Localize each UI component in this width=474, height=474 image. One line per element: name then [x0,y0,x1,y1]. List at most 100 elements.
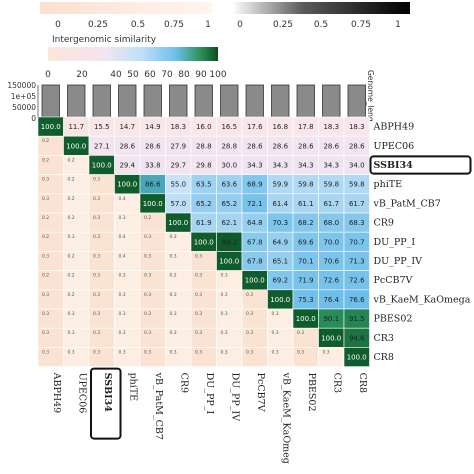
heatmap-cell-label: 61.1 [298,200,314,208]
heatmap-lower-cell-label: 0.3 [119,273,126,279]
heatmap-cell-label: 28.8 [196,142,212,150]
length-axis-tick: 1e+05 [11,92,36,101]
heatmap-cell-label: 17.8 [298,123,314,131]
heatmap-lower-cell-label: 0.2 [68,253,75,259]
heatmap-cell-label: 33.8 [145,162,161,170]
heatmap-cell-label: 14.9 [145,123,161,131]
length-axis-tick: 150000 [7,81,36,90]
heatmap-lower-cell-label: 0.3 [144,330,151,336]
heatmap-lower-cell-label: 0.3 [42,292,49,298]
heatmap-cell-label: 70.3 [272,219,288,227]
row-label: vB_PatM_CB7 [373,198,441,209]
heatmap-lower-cell-label: 0.3 [195,349,202,355]
row-label: DU_PP_IV [374,256,423,267]
length-axis-tick: 50000 [12,103,36,112]
legend-top-right-tick: 0 [237,20,243,30]
heatmap-lower-cell-label: 0.2 [144,215,151,221]
heatmap-lower-cell-label: 0.3 [246,311,253,317]
genome-length-bar [322,84,341,119]
row-label: CR8 [374,352,394,363]
heatmap-lower-cell-label: 0.3 [68,349,75,355]
column-label: SSBI34 [102,373,113,413]
heatmap-lower-cell-label: 0.3 [42,177,49,183]
heatmap-cell-label: 28.6 [247,142,263,150]
heatmap-lower-cell-label: 0.3 [195,330,202,336]
heatmap-lower-cell-label: 0.3 [144,273,151,279]
heatmap-cell-label: 16.8 [272,123,288,131]
heatmap-lower-cell-label: 0.3 [144,311,151,317]
row-label: UPEC06 [374,141,415,152]
genome-length-bar [245,84,264,119]
heatmap-lower-cell-label: 0.3 [323,349,330,355]
heatmap-cell-label: 68.9 [247,181,263,189]
legend-top-left-tick: 0.5 [131,20,145,30]
column-label: CR3 [331,373,342,393]
heatmap-lower-cell-label: 0.3 [42,330,49,336]
legend-top-left-tick: 1 [205,20,211,30]
heatmap-lower-cell-label: 0.3 [170,234,177,240]
heatmap-lower-cell-label: 0.3 [42,253,49,259]
heatmap-lower-cell-label: 0.2 [68,292,75,298]
heatmap-cell-label: 18.3 [349,123,365,131]
legend-similarity-tick: 40 [110,70,122,80]
heatmap-cell-label: 100.0 [245,277,265,285]
heatmap-cell-label: 86.6 [145,181,161,189]
legend-similarity-tick: 0 [45,70,51,80]
legend-similarity-tick: 60 [144,70,156,80]
heatmap-lower-cell-label: 0.3 [272,311,279,317]
heatmap-cell-label: 100.0 [194,238,214,246]
heatmap-cell-label: 70.7 [349,238,365,246]
genome-length-bar [296,84,315,119]
row-label: phiTE [374,179,403,190]
row-label: PBES02 [374,314,413,325]
heatmap-cell-label: 100.0 [296,315,316,323]
heatmap-lower-cell-label: 0.3 [42,196,49,202]
heatmap-lower-cell-label: 0.3 [119,215,126,221]
heatmap-cell-label: 29.7 [170,162,186,170]
heatmap-lower-cell-label: 0.3 [297,349,304,355]
heatmap-cell-label: 100.0 [41,123,61,131]
legend-top-left-tick: 0 [55,20,61,30]
genome-length-bars [41,84,366,119]
heatmap-cell-label: 100.0 [270,296,290,304]
heatmap-cell-label: 59.8 [323,181,339,189]
heatmap-lower-cell-label: 0.3 [144,253,151,259]
column-labels: ABPH49 UPEC06 SSBI34 phiTE vB_PatM_CB7 CR9 DU_… [51,372,368,464]
heatmap-cell-label: 65.2 [196,200,212,208]
heatmap-lower-cell-label: 0.3 [246,330,253,336]
column-label: phiTE [127,373,138,402]
row-label: CR9 [374,218,394,229]
heatmap-cell-label: 100.0 [321,334,341,342]
heatmap-cell-label: 27.9 [170,142,186,150]
heatmap-cell-label: 71.3 [349,258,365,266]
heatmap-cell-label: 16.0 [196,123,212,131]
genome-length-bar [347,84,366,119]
heatmap-cell-label: 28.6 [349,142,365,150]
heatmap-cell-label: 34.3 [247,162,263,170]
legend-top-right: 0 0.25 0.5 0.75 1 [232,2,410,30]
heatmap-cell-label: 61.9 [196,219,212,227]
genome-length-bar [67,84,86,119]
heatmap-cell-label: 70.1 [298,258,314,266]
legend-top-right-tick: 0.5 [314,20,328,30]
heatmap-lower-cell-label: 0.3 [93,349,100,355]
heatmap-cell-label: 16.5 [221,123,237,131]
heatmap-lower-cell-label: 0.3 [221,273,228,279]
length-axis-tick: 0 [31,114,36,123]
heatmap-cell-label: 18.3 [170,123,186,131]
heatmap-cell-label: 61.4 [272,200,288,208]
heatmap-cell-label: 69.2 [272,277,288,285]
heatmap-lower-cell-label: 0.3 [119,292,126,298]
heatmap-cell-label: 55.0 [170,181,186,189]
column-label: vB_PatM_CB7 [153,372,164,440]
heatmap-cell-label: 61.7 [323,200,339,208]
heatmap-lower-cell-label: 0.3 [93,273,100,279]
heatmap-cell-label: 63.6 [221,181,237,189]
row-highlight-box [369,155,472,175]
heatmap-cell-label: 59.8 [349,181,365,189]
heatmap-lower-cell-label: 0.3 [195,253,202,259]
heatmap-cell-label: 91.5 [349,315,365,323]
heatmap-lower-cell-label: 0.3 [93,330,100,336]
heatmap-cell-label: 17.6 [247,123,263,131]
heatmap-cell-label: 67.8 [247,258,263,266]
